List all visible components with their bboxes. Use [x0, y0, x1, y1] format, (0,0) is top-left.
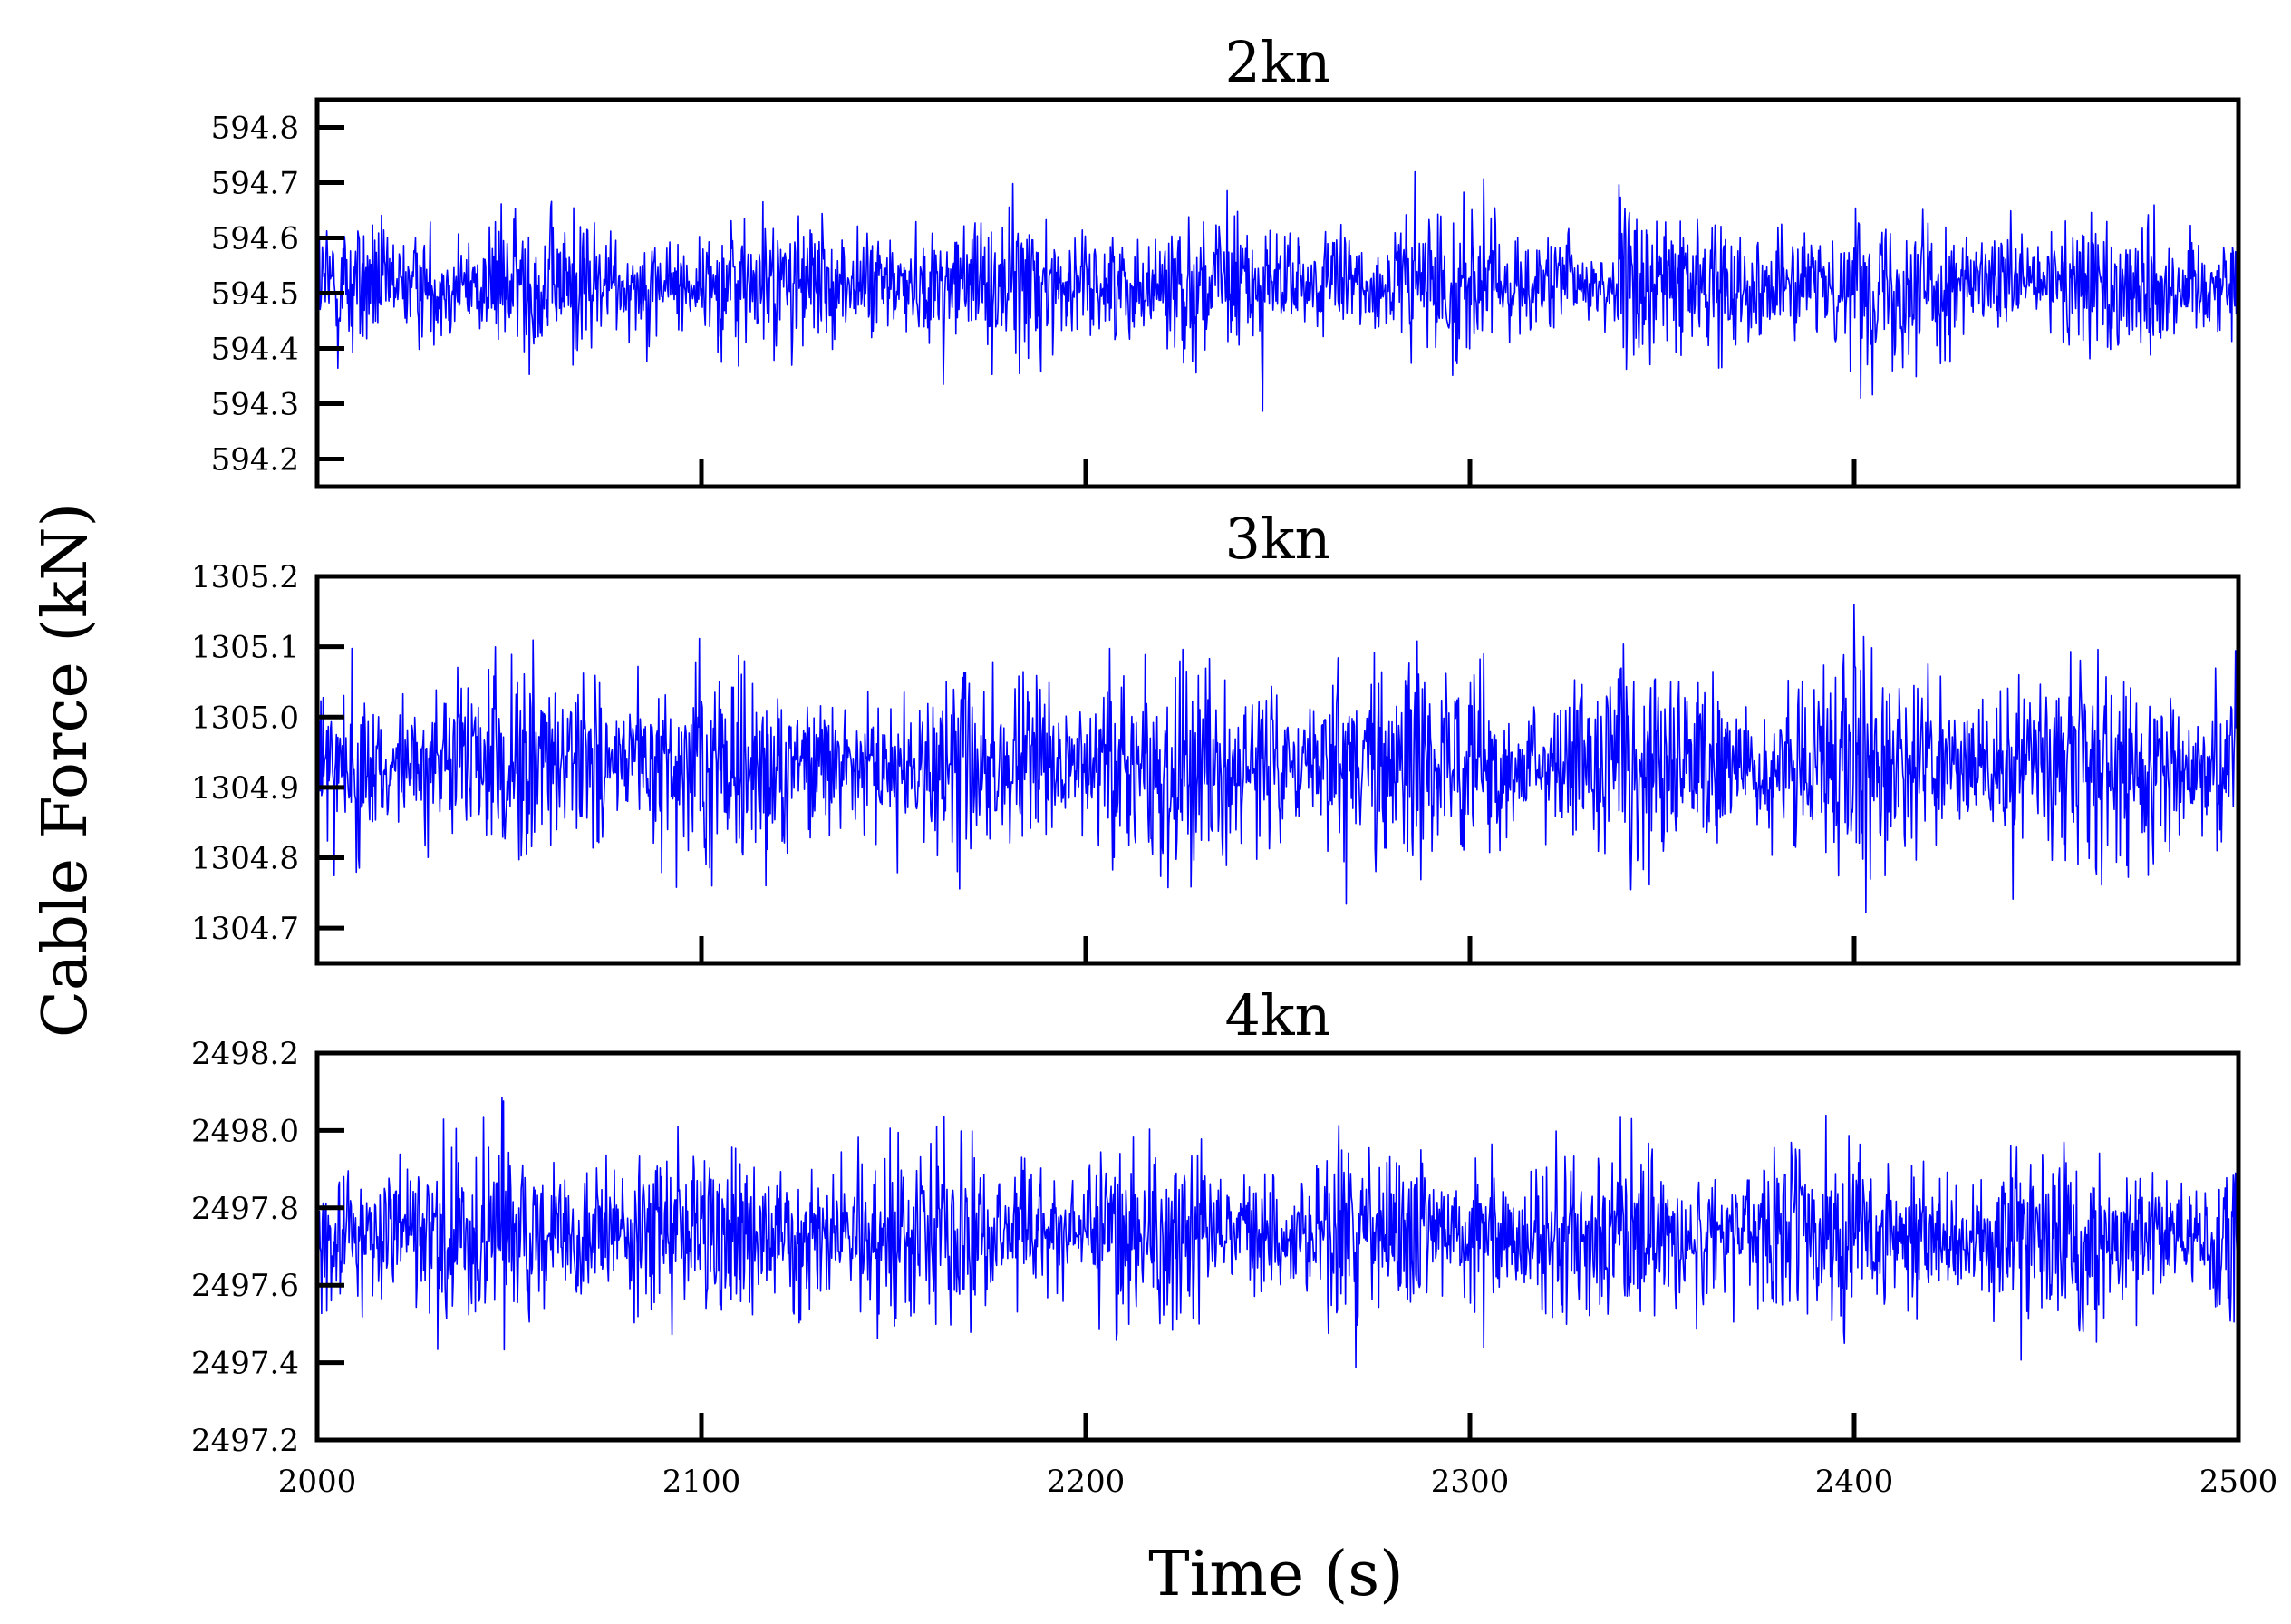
y-tick-label: 1305.2 — [191, 559, 299, 595]
y-axis-label: Cable Force (kN) — [30, 503, 102, 1038]
plot-frame — [314, 1050, 2241, 1443]
x-tick-label: 2300 — [1431, 1464, 1510, 1500]
series-line-3kn — [316, 604, 2239, 914]
y-tick-label: 594.7 — [211, 166, 299, 202]
y-tick-label: 1304.7 — [191, 911, 299, 947]
y-tick-label: 594.6 — [211, 221, 299, 257]
y-tick-label: 1304.8 — [191, 841, 299, 877]
panels: 594.2 594.3 594.4 594.5 594.6 594.7 594.8 2kn 13… — [191, 29, 2277, 1500]
panel-3kn: 1304.7 1304.8 1304.9 1305.0 1305.1 1305.2 3kn — [191, 506, 2241, 966]
y-tick-label: 1305.0 — [191, 700, 299, 736]
y-tick-label: 1305.1 — [191, 630, 299, 666]
panel-4kn: 2497.2 2497.4 2497.6 2497.8 2498.0 2498.2 2000… — [191, 982, 2277, 1500]
x-tick-label: 2000 — [278, 1464, 357, 1500]
y-tick-label: 594.4 — [211, 332, 299, 368]
panel-title: 4kn — [1225, 982, 1331, 1049]
x-tick-label: 2500 — [2199, 1464, 2278, 1500]
y-tick-label: 594.5 — [211, 276, 299, 313]
panel-2kn: 594.2 594.3 594.4 594.5 594.6 594.7 594.8 2kn — [211, 29, 2241, 489]
x-axis-label: Time (s) — [1148, 1539, 1403, 1610]
y-tick-label: 1304.9 — [191, 770, 299, 807]
series-line-2kn — [316, 170, 2239, 412]
y-tick-label: 2497.4 — [191, 1346, 299, 1382]
plot-frame — [314, 574, 2241, 966]
panel-title: 3kn — [1225, 506, 1331, 572]
y-tick-label: 2498.0 — [191, 1113, 299, 1149]
x-tick-label: 2200 — [1047, 1464, 1126, 1500]
y-tick-label: 2497.6 — [191, 1268, 299, 1304]
series-line-4kn — [316, 1097, 2239, 1368]
panel-title: 2kn — [1225, 29, 1331, 95]
y-tick-label: 594.3 — [211, 387, 299, 423]
y-tick-label: 2497.2 — [191, 1423, 299, 1459]
y-tick-label: 2497.8 — [191, 1191, 299, 1227]
x-tick-label: 2400 — [1815, 1464, 1894, 1500]
y-tick-label: 2498.2 — [191, 1036, 299, 1072]
y-tick-label: 594.2 — [211, 442, 299, 478]
x-tick-label: 2100 — [662, 1464, 741, 1500]
y-tick-label: 594.8 — [211, 111, 299, 147]
